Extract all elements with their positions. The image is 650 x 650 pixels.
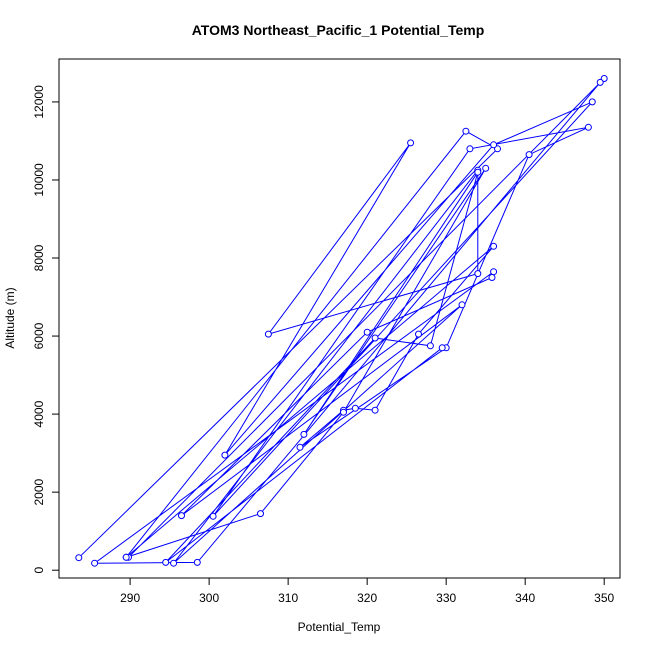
data-point — [482, 164, 490, 172]
data-point — [162, 558, 170, 566]
data-point — [474, 270, 482, 278]
x-tick-label: 330 — [436, 591, 456, 605]
data-point — [584, 123, 592, 131]
y-tick-label: 4000 — [32, 400, 46, 427]
x-tick-label: 290 — [120, 591, 140, 605]
y-tick-label: 12000 — [32, 85, 46, 119]
x-tick-label: 320 — [357, 591, 377, 605]
data-point — [363, 328, 371, 336]
data-point — [209, 512, 217, 520]
data-point — [351, 404, 359, 412]
data-point — [490, 242, 498, 250]
data-point — [178, 512, 185, 520]
y-tick-label: 6000 — [32, 322, 46, 349]
data-point — [371, 406, 379, 414]
data-point — [257, 510, 264, 518]
data-point — [588, 98, 596, 106]
y-axis-label: Altitude (m) — [3, 287, 17, 348]
x-tick-label: 310 — [278, 591, 298, 605]
data-point — [122, 553, 130, 561]
series-line — [78, 78, 605, 564]
data-point — [466, 145, 474, 153]
y-tick-label: 0 — [32, 567, 46, 574]
y-tick-label: 8000 — [32, 244, 46, 271]
data-point — [300, 430, 308, 438]
x-axis-label: Potential_Temp — [298, 620, 381, 634]
data-point — [193, 558, 201, 566]
data-point — [426, 342, 434, 350]
data-point — [525, 151, 533, 159]
data-point — [296, 443, 304, 451]
data-point — [264, 330, 272, 338]
x-tick-label: 340 — [515, 591, 535, 605]
data-point — [596, 78, 604, 86]
data-point — [221, 451, 229, 459]
y-axis: 0 2000 4000 6000 8000 10000 12000 — [32, 85, 60, 574]
data-point — [170, 559, 178, 567]
data-point — [490, 141, 498, 149]
data-point — [91, 559, 99, 567]
data-point — [462, 127, 470, 135]
data-point — [407, 139, 415, 147]
data-point — [488, 274, 496, 281]
data-point — [490, 268, 498, 276]
data-point — [415, 330, 422, 338]
x-tick-label: 300 — [199, 591, 219, 605]
y-tick-label: 2000 — [32, 478, 46, 505]
chart-title: ATOM3 Northeast_Pacific_1 Potential_Temp — [192, 22, 485, 38]
x-tick-label: 350 — [594, 591, 614, 605]
data-point — [340, 408, 347, 416]
data-point — [458, 301, 466, 309]
data-point — [474, 168, 482, 176]
data-point — [438, 344, 446, 352]
plot-area — [75, 75, 608, 567]
x-axis: 290 300 310 320 330 340 350 — [120, 577, 615, 605]
data-point — [371, 334, 379, 342]
data-point — [75, 554, 83, 562]
y-tick-label: 10000 — [32, 163, 46, 197]
